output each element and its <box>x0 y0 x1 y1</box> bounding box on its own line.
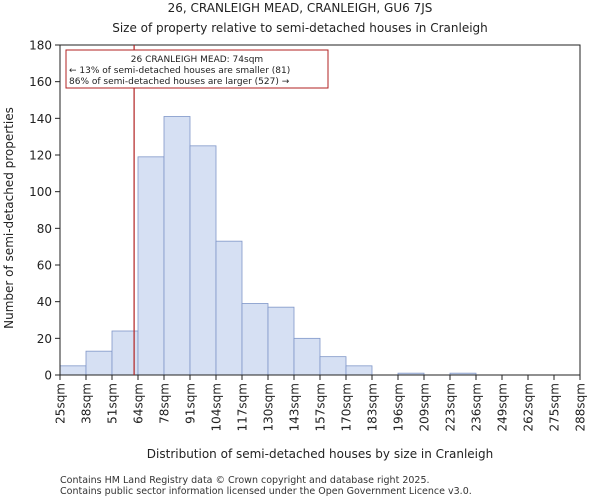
x-axis-ticks: 25sqm 38sqm 51sqm 64sqm 78sqm 91sqm 104sqm 117s… <box>54 375 588 431</box>
y-axis-label: Number of semi-detached properties <box>2 107 16 329</box>
annotation-box: 26 CRANLEIGH MEAD: 74sqm ← 13% of semi-d… <box>65 49 329 89</box>
chart-title: 26, CRANLEIGH MEAD, CRANLEIGH, GU6 7JS <box>168 1 433 15</box>
annotation-line-1: 26 CRANLEIGH MEAD: 74sqm <box>131 55 263 65</box>
x-tick-label: 236sqm <box>470 383 484 431</box>
plot-frame <box>59 44 581 376</box>
x-tick-label: 262sqm <box>522 383 536 431</box>
x-tick-label: 38sqm <box>80 383 94 424</box>
x-axis-label: Distribution of semi-detached houses by … <box>147 447 493 461</box>
bar-157sqm <box>319 356 347 376</box>
y-tick-label: 0 <box>44 369 52 383</box>
y-tick-label: 60 <box>37 259 52 273</box>
y-tick-label: 20 <box>37 332 52 346</box>
chart-subtitle: Size of property relative to semi-detach… <box>112 21 488 35</box>
x-tick-label: 196sqm <box>392 383 406 431</box>
bar-91sqm <box>189 145 217 376</box>
y-tick-label: 160 <box>29 75 52 89</box>
x-tick-label: 170sqm <box>340 383 354 431</box>
y-tick-label: 140 <box>29 112 52 126</box>
x-tick-label: 78sqm <box>158 383 172 424</box>
x-tick-label: 209sqm <box>418 383 432 431</box>
x-tick-label: 223sqm <box>444 383 458 431</box>
annotation-line-3: 86% of semi-detached houses are larger (… <box>69 77 290 87</box>
x-tick-label: 104sqm <box>210 383 224 431</box>
y-tick-label: 100 <box>29 185 52 199</box>
bar-25sqm <box>59 365 87 376</box>
x-tick-label: 64sqm <box>132 383 146 424</box>
bars-group <box>59 116 477 376</box>
x-tick-label: 91sqm <box>184 383 198 424</box>
bar-117sqm <box>241 303 269 376</box>
x-tick-label: 249sqm <box>496 383 510 431</box>
x-tick-label: 275sqm <box>548 383 562 431</box>
x-tick-label: 130sqm <box>262 383 276 431</box>
annotation-frame <box>65 49 329 89</box>
annotation-line-2: ← 13% of semi-detached houses are smalle… <box>69 66 290 76</box>
x-tick-label: 288sqm <box>574 383 588 431</box>
bar-78sqm <box>163 116 191 376</box>
y-tick-label: 40 <box>37 295 52 309</box>
bar-130sqm <box>267 306 295 376</box>
bar-64sqm <box>137 156 165 376</box>
footer-line-2: Contains public sector information licen… <box>60 486 472 497</box>
y-tick-label: 120 <box>29 149 52 163</box>
bar-104sqm <box>215 240 243 376</box>
x-tick-label: 157sqm <box>314 383 328 431</box>
y-tick-label: 80 <box>37 222 52 236</box>
y-axis-ticks: 0 20 40 60 80 100 120 140 160 180 <box>29 39 60 383</box>
footer-line-1: Contains HM Land Registry data © Crown c… <box>60 475 430 486</box>
x-tick-label: 143sqm <box>288 383 302 431</box>
bar-38sqm <box>85 350 113 376</box>
x-tick-label: 117sqm <box>236 383 250 431</box>
y-tick-label: 180 <box>29 39 52 53</box>
x-tick-label: 25sqm <box>54 383 68 424</box>
x-tick-label: 183sqm <box>366 383 380 431</box>
bar-143sqm <box>293 337 321 376</box>
bar-170sqm <box>345 365 373 376</box>
x-tick-label: 51sqm <box>106 383 120 424</box>
